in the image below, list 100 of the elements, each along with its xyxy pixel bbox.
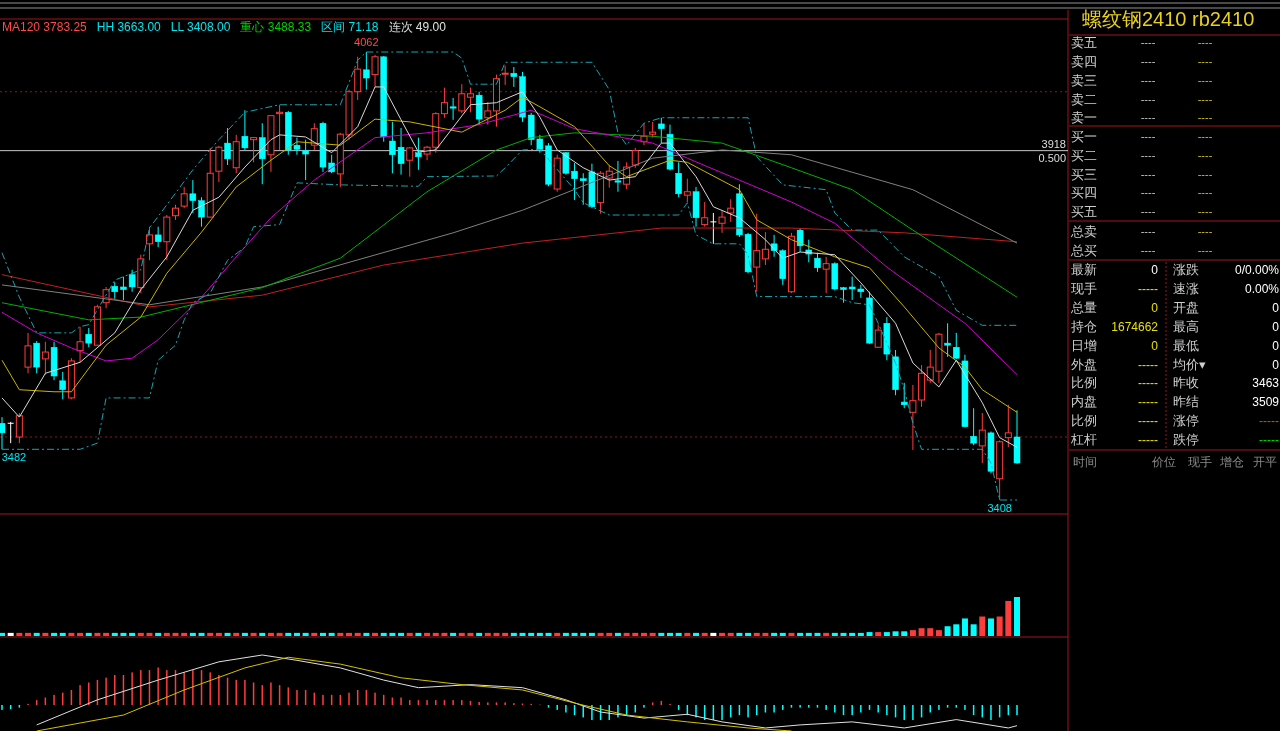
candlestick xyxy=(631,147,639,169)
bar xyxy=(666,632,673,636)
bar xyxy=(588,632,595,636)
candlestick xyxy=(406,146,414,178)
text: 总买 xyxy=(1070,243,1097,258)
bar xyxy=(415,632,422,636)
bar xyxy=(840,632,847,636)
text: ---- xyxy=(1197,111,1213,123)
bar xyxy=(693,632,700,636)
text: 买四 xyxy=(1071,185,1097,200)
bar xyxy=(189,632,196,636)
bar xyxy=(961,618,968,636)
bar xyxy=(458,632,465,636)
text: 价位 xyxy=(1151,455,1176,469)
bar xyxy=(441,632,448,636)
bar xyxy=(554,632,561,636)
bar xyxy=(944,626,951,636)
candlestick xyxy=(1004,404,1012,448)
text: ---- xyxy=(1197,55,1213,67)
bar xyxy=(562,632,569,636)
candlestick xyxy=(970,407,977,446)
bar xyxy=(762,632,769,636)
text: ---- xyxy=(1140,205,1156,217)
bar xyxy=(510,632,517,636)
bar xyxy=(753,632,760,636)
bar xyxy=(996,616,1003,636)
text: 持仓 xyxy=(1071,318,1097,334)
bar xyxy=(927,628,934,636)
candlestick xyxy=(259,122,266,185)
bar xyxy=(215,632,222,636)
annotation: 4062 xyxy=(354,36,379,48)
text: 买三 xyxy=(1071,167,1097,182)
text: 买一 xyxy=(1071,129,1097,144)
bar xyxy=(137,632,144,636)
text: ---- xyxy=(1197,74,1213,86)
text: ----- xyxy=(1138,414,1158,429)
text: ----- xyxy=(1138,357,1158,372)
text: ---- xyxy=(1140,225,1156,237)
bar xyxy=(259,632,266,636)
candlestick xyxy=(614,160,622,193)
text: HH 3663.00 xyxy=(96,20,162,34)
bar xyxy=(16,632,23,636)
bar xyxy=(380,632,387,636)
text: ---- xyxy=(1140,74,1156,86)
text: ---- xyxy=(1197,225,1213,237)
bar xyxy=(241,632,248,636)
bar xyxy=(85,632,92,636)
candlestick xyxy=(510,66,518,88)
text: 增仓 xyxy=(1219,455,1244,469)
candlestick xyxy=(154,226,162,248)
bar xyxy=(970,624,977,636)
bar xyxy=(857,632,864,636)
candlestick xyxy=(753,213,761,293)
bar xyxy=(302,632,309,636)
bar xyxy=(337,632,344,636)
text: 现手 xyxy=(1071,280,1097,296)
bar xyxy=(398,632,405,636)
candlestick xyxy=(501,65,509,86)
candlestick xyxy=(371,54,379,88)
text: MA120 3783.25 xyxy=(2,20,88,34)
text: 卖一 xyxy=(1071,110,1097,125)
bar xyxy=(797,632,804,636)
text: 涨跌 xyxy=(1173,262,1199,277)
candlestick xyxy=(475,91,483,126)
bar xyxy=(623,632,630,636)
candlestick xyxy=(709,212,717,245)
text: 开盘 xyxy=(1173,299,1199,315)
bar xyxy=(849,632,856,636)
text: 最高 xyxy=(1173,318,1199,334)
bar xyxy=(987,618,994,636)
text: 昨结 xyxy=(1173,394,1199,410)
bar xyxy=(450,632,457,636)
bar xyxy=(0,632,5,636)
bar xyxy=(805,632,812,636)
text: ----- xyxy=(1138,433,1158,448)
bar xyxy=(311,632,318,636)
text: 重心 3488.33 xyxy=(240,20,312,34)
bar xyxy=(198,632,205,636)
bar xyxy=(771,632,778,636)
bar xyxy=(103,632,110,636)
bar xyxy=(745,632,752,636)
bar xyxy=(675,632,682,636)
text: 0 xyxy=(1272,357,1280,372)
text: ---- xyxy=(1140,36,1156,48)
candlestick xyxy=(415,137,422,171)
bar xyxy=(649,632,656,636)
text: 涨停 xyxy=(1173,413,1199,429)
bar xyxy=(267,632,274,636)
bar xyxy=(94,632,101,636)
text: 均价▾ xyxy=(1172,356,1206,372)
candlestick xyxy=(302,139,309,181)
bar xyxy=(701,632,708,636)
bar xyxy=(51,632,58,636)
bar xyxy=(319,632,326,636)
bar xyxy=(346,632,353,636)
bar xyxy=(883,632,890,636)
bar xyxy=(33,632,40,636)
text: ---- xyxy=(1140,186,1156,198)
text: 内盘 xyxy=(1071,394,1097,410)
candlestick xyxy=(224,127,231,166)
